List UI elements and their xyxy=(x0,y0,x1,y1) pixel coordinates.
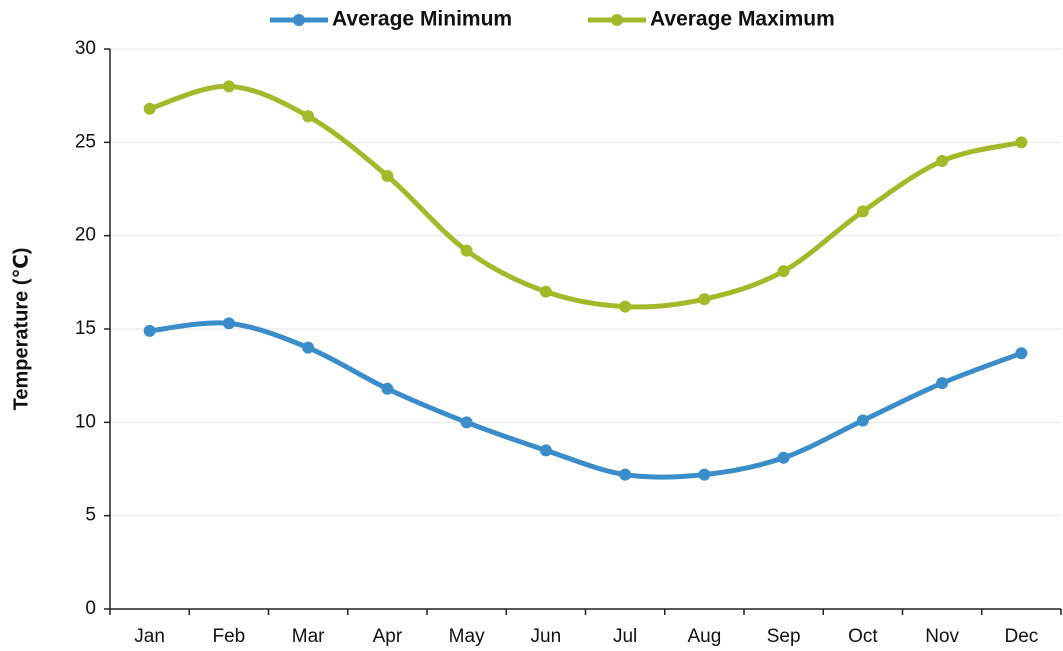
y-tick-label: 20 xyxy=(75,225,96,246)
legend-label: Average Maximum xyxy=(650,8,835,31)
data-point xyxy=(1015,136,1028,149)
legend-label: Average Minimum xyxy=(332,8,512,31)
y-tick-label: 0 xyxy=(85,598,96,619)
data-point xyxy=(460,416,473,429)
data-point xyxy=(143,102,156,115)
x-tick-label: Mar xyxy=(292,626,325,647)
x-tick-label: Apr xyxy=(373,626,403,647)
x-tick-label: Sep xyxy=(767,626,801,647)
x-tick-label: Jul xyxy=(613,626,637,647)
data-point xyxy=(302,110,315,123)
x-tick-label: Oct xyxy=(848,626,878,647)
data-point xyxy=(539,444,552,457)
y-tick-label: 15 xyxy=(75,318,96,339)
x-tick-label: Nov xyxy=(925,626,959,647)
data-point xyxy=(381,169,394,182)
x-tick-label: Jun xyxy=(531,626,562,647)
y-tick-label: 10 xyxy=(75,411,96,432)
data-point xyxy=(698,293,711,306)
legend-marker xyxy=(293,14,305,26)
data-point xyxy=(619,300,632,313)
data-point xyxy=(143,324,156,337)
series-line xyxy=(148,83,1022,310)
data-point xyxy=(856,414,869,427)
x-tick-label: Feb xyxy=(213,626,246,647)
data-point xyxy=(777,265,790,278)
x-tick-label: Dec xyxy=(1004,626,1038,647)
x-tick-label: May xyxy=(449,626,485,647)
data-point xyxy=(539,285,552,298)
data-point xyxy=(302,341,315,354)
x-tick-label: Aug xyxy=(687,626,721,647)
x-tick-label: Jan xyxy=(134,626,165,647)
data-point xyxy=(777,451,790,464)
data-point xyxy=(222,80,235,93)
y-tick-label: 25 xyxy=(75,131,96,152)
legend-marker xyxy=(611,14,623,26)
data-point xyxy=(222,317,235,330)
data-point xyxy=(698,468,711,481)
series-line xyxy=(149,320,1023,480)
data-point xyxy=(381,382,394,395)
data-point xyxy=(460,244,473,257)
data-point xyxy=(856,205,869,218)
data-point xyxy=(1015,347,1028,360)
y-tick-label: 30 xyxy=(75,38,96,59)
data-point xyxy=(619,468,632,481)
data-point xyxy=(936,377,949,390)
y-tick-label: 5 xyxy=(85,505,96,526)
y-axis-title: Temperature (℃) xyxy=(10,248,32,411)
data-point xyxy=(936,155,949,167)
